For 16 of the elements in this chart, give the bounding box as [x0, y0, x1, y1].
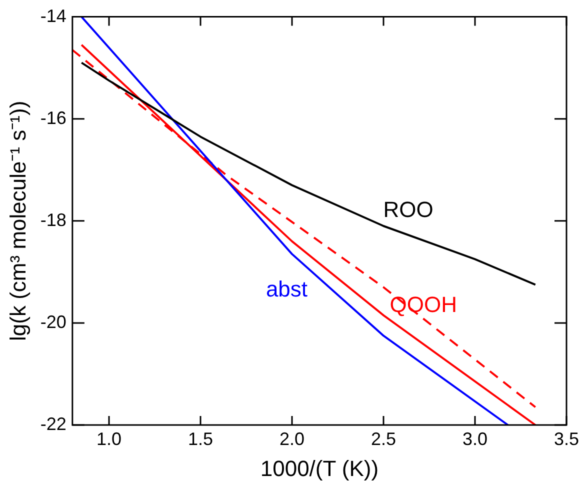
x-tick-label: 2.0: [279, 428, 305, 449]
x-tick-label: 3.0: [462, 428, 488, 449]
x-tick-label: 1.0: [96, 428, 122, 449]
x-tick-label: 3.5: [554, 428, 580, 449]
y-tick-label: -14: [40, 6, 66, 26]
x-tick-label: 1.5: [188, 428, 214, 449]
y-axis-title: lg(k (cm³ molecule⁻¹ s⁻¹)): [5, 100, 30, 341]
y-tick-label: -22: [40, 414, 66, 434]
y-tick-label: -18: [40, 210, 66, 230]
y-tick-label: -16: [40, 108, 66, 128]
series-label: abst: [266, 276, 308, 302]
y-tick-label: -20: [40, 312, 66, 332]
series-label: QOOH: [390, 292, 458, 317]
x-tick-label: 2.5: [370, 428, 396, 449]
x-axis-title: 1000/(T (K)): [260, 456, 379, 481]
series-label: ROO: [383, 197, 434, 222]
